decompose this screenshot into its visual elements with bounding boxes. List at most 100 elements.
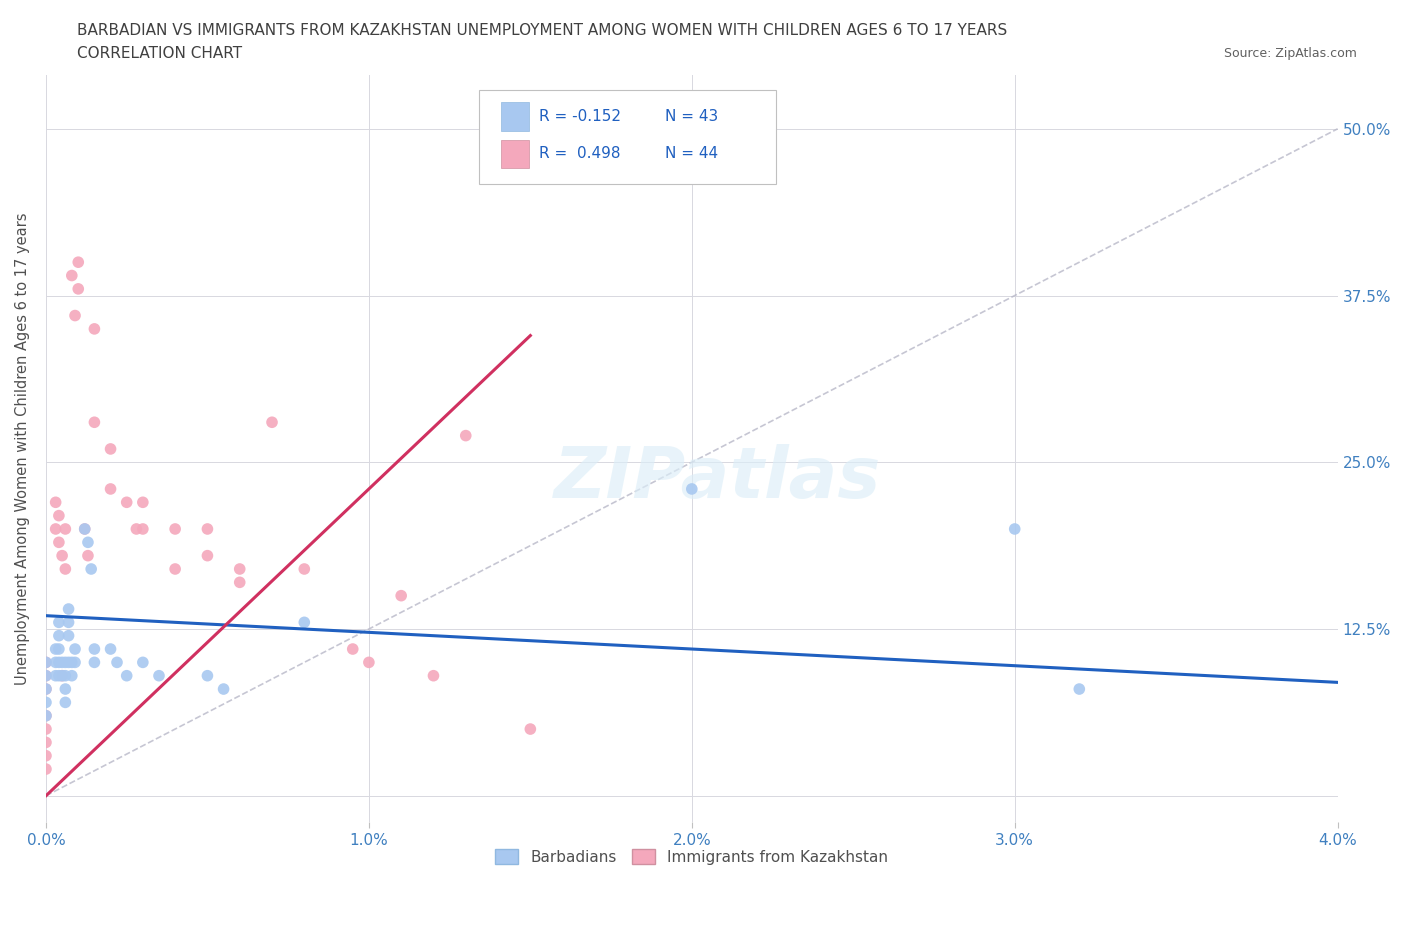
Point — [45, 522, 67, 537]
Point — [228, 575, 250, 590]
Point — [681, 482, 703, 497]
Point — [48, 669, 70, 684]
Point — [35, 669, 58, 684]
Point — [53, 522, 76, 537]
Point — [48, 535, 70, 550]
Bar — [501, 102, 529, 131]
Point — [100, 442, 122, 457]
Point — [51, 669, 73, 684]
Point — [63, 655, 86, 670]
Point — [63, 642, 86, 657]
Point — [83, 655, 105, 670]
Point — [165, 562, 187, 577]
Point — [35, 709, 58, 724]
Point — [45, 642, 67, 657]
Point — [48, 629, 70, 644]
Point — [197, 669, 219, 684]
Point — [83, 322, 105, 337]
Point — [51, 548, 73, 563]
Point — [53, 669, 76, 684]
Point — [58, 629, 80, 644]
Text: Source: ZipAtlas.com: Source: ZipAtlas.com — [1223, 46, 1357, 60]
Point — [83, 415, 105, 430]
Y-axis label: Unemployment Among Women with Children Ages 6 to 17 years: Unemployment Among Women with Children A… — [15, 213, 30, 685]
Point — [35, 735, 58, 750]
Point — [35, 695, 58, 710]
Text: N = 43: N = 43 — [665, 109, 718, 124]
Point — [125, 522, 148, 537]
Point — [35, 709, 58, 724]
Point — [51, 669, 73, 684]
Point — [197, 548, 219, 563]
Point — [67, 255, 90, 270]
Point — [53, 655, 76, 670]
Point — [165, 522, 187, 537]
Text: CORRELATION CHART: CORRELATION CHART — [77, 46, 242, 61]
Point — [77, 535, 100, 550]
Point — [105, 655, 128, 670]
Point — [80, 562, 103, 577]
Text: R = -0.152: R = -0.152 — [540, 109, 621, 124]
Text: R =  0.498: R = 0.498 — [540, 146, 621, 162]
Text: N = 44: N = 44 — [665, 146, 718, 162]
FancyBboxPatch shape — [478, 90, 776, 184]
Bar — [501, 140, 529, 168]
Point — [292, 562, 315, 577]
Point — [357, 655, 380, 670]
Point — [58, 655, 80, 670]
Point — [58, 615, 80, 630]
Point — [67, 282, 90, 297]
Point — [73, 522, 96, 537]
Point — [1069, 682, 1091, 697]
Point — [60, 268, 83, 283]
Point — [132, 655, 155, 670]
Point — [212, 682, 235, 697]
Point — [63, 308, 86, 323]
Point — [132, 522, 155, 537]
Point — [60, 655, 83, 670]
Legend: Barbadians, Immigrants from Kazakhstan: Barbadians, Immigrants from Kazakhstan — [489, 844, 894, 870]
Point — [48, 615, 70, 630]
Point — [45, 655, 67, 670]
Point — [48, 642, 70, 657]
Point — [35, 655, 58, 670]
Text: BARBADIAN VS IMMIGRANTS FROM KAZAKHSTAN UNEMPLOYMENT AMONG WOMEN WITH CHILDREN A: BARBADIAN VS IMMIGRANTS FROM KAZAKHSTAN … — [77, 23, 1008, 38]
Point — [454, 428, 477, 443]
Point — [260, 415, 283, 430]
Point — [342, 642, 364, 657]
Point — [35, 655, 58, 670]
Point — [58, 602, 80, 617]
Point — [35, 682, 58, 697]
Point — [35, 682, 58, 697]
Point — [35, 762, 58, 777]
Point — [53, 562, 76, 577]
Point — [35, 722, 58, 737]
Point — [35, 669, 58, 684]
Point — [60, 669, 83, 684]
Point — [35, 749, 58, 764]
Point — [45, 495, 67, 510]
Point — [73, 522, 96, 537]
Point — [100, 642, 122, 657]
Point — [53, 695, 76, 710]
Point — [292, 615, 315, 630]
Point — [77, 548, 100, 563]
Point — [115, 669, 138, 684]
Point — [83, 642, 105, 657]
Point — [115, 495, 138, 510]
Point — [51, 655, 73, 670]
Point — [197, 522, 219, 537]
Point — [48, 655, 70, 670]
Point — [519, 722, 541, 737]
Point — [1004, 522, 1026, 537]
Point — [53, 682, 76, 697]
Point — [228, 562, 250, 577]
Point — [422, 669, 444, 684]
Point — [389, 589, 412, 604]
Point — [45, 669, 67, 684]
Point — [148, 669, 170, 684]
Point — [48, 508, 70, 523]
Point — [100, 482, 122, 497]
Text: ZIPatlas: ZIPatlas — [554, 445, 882, 513]
Point — [132, 495, 155, 510]
